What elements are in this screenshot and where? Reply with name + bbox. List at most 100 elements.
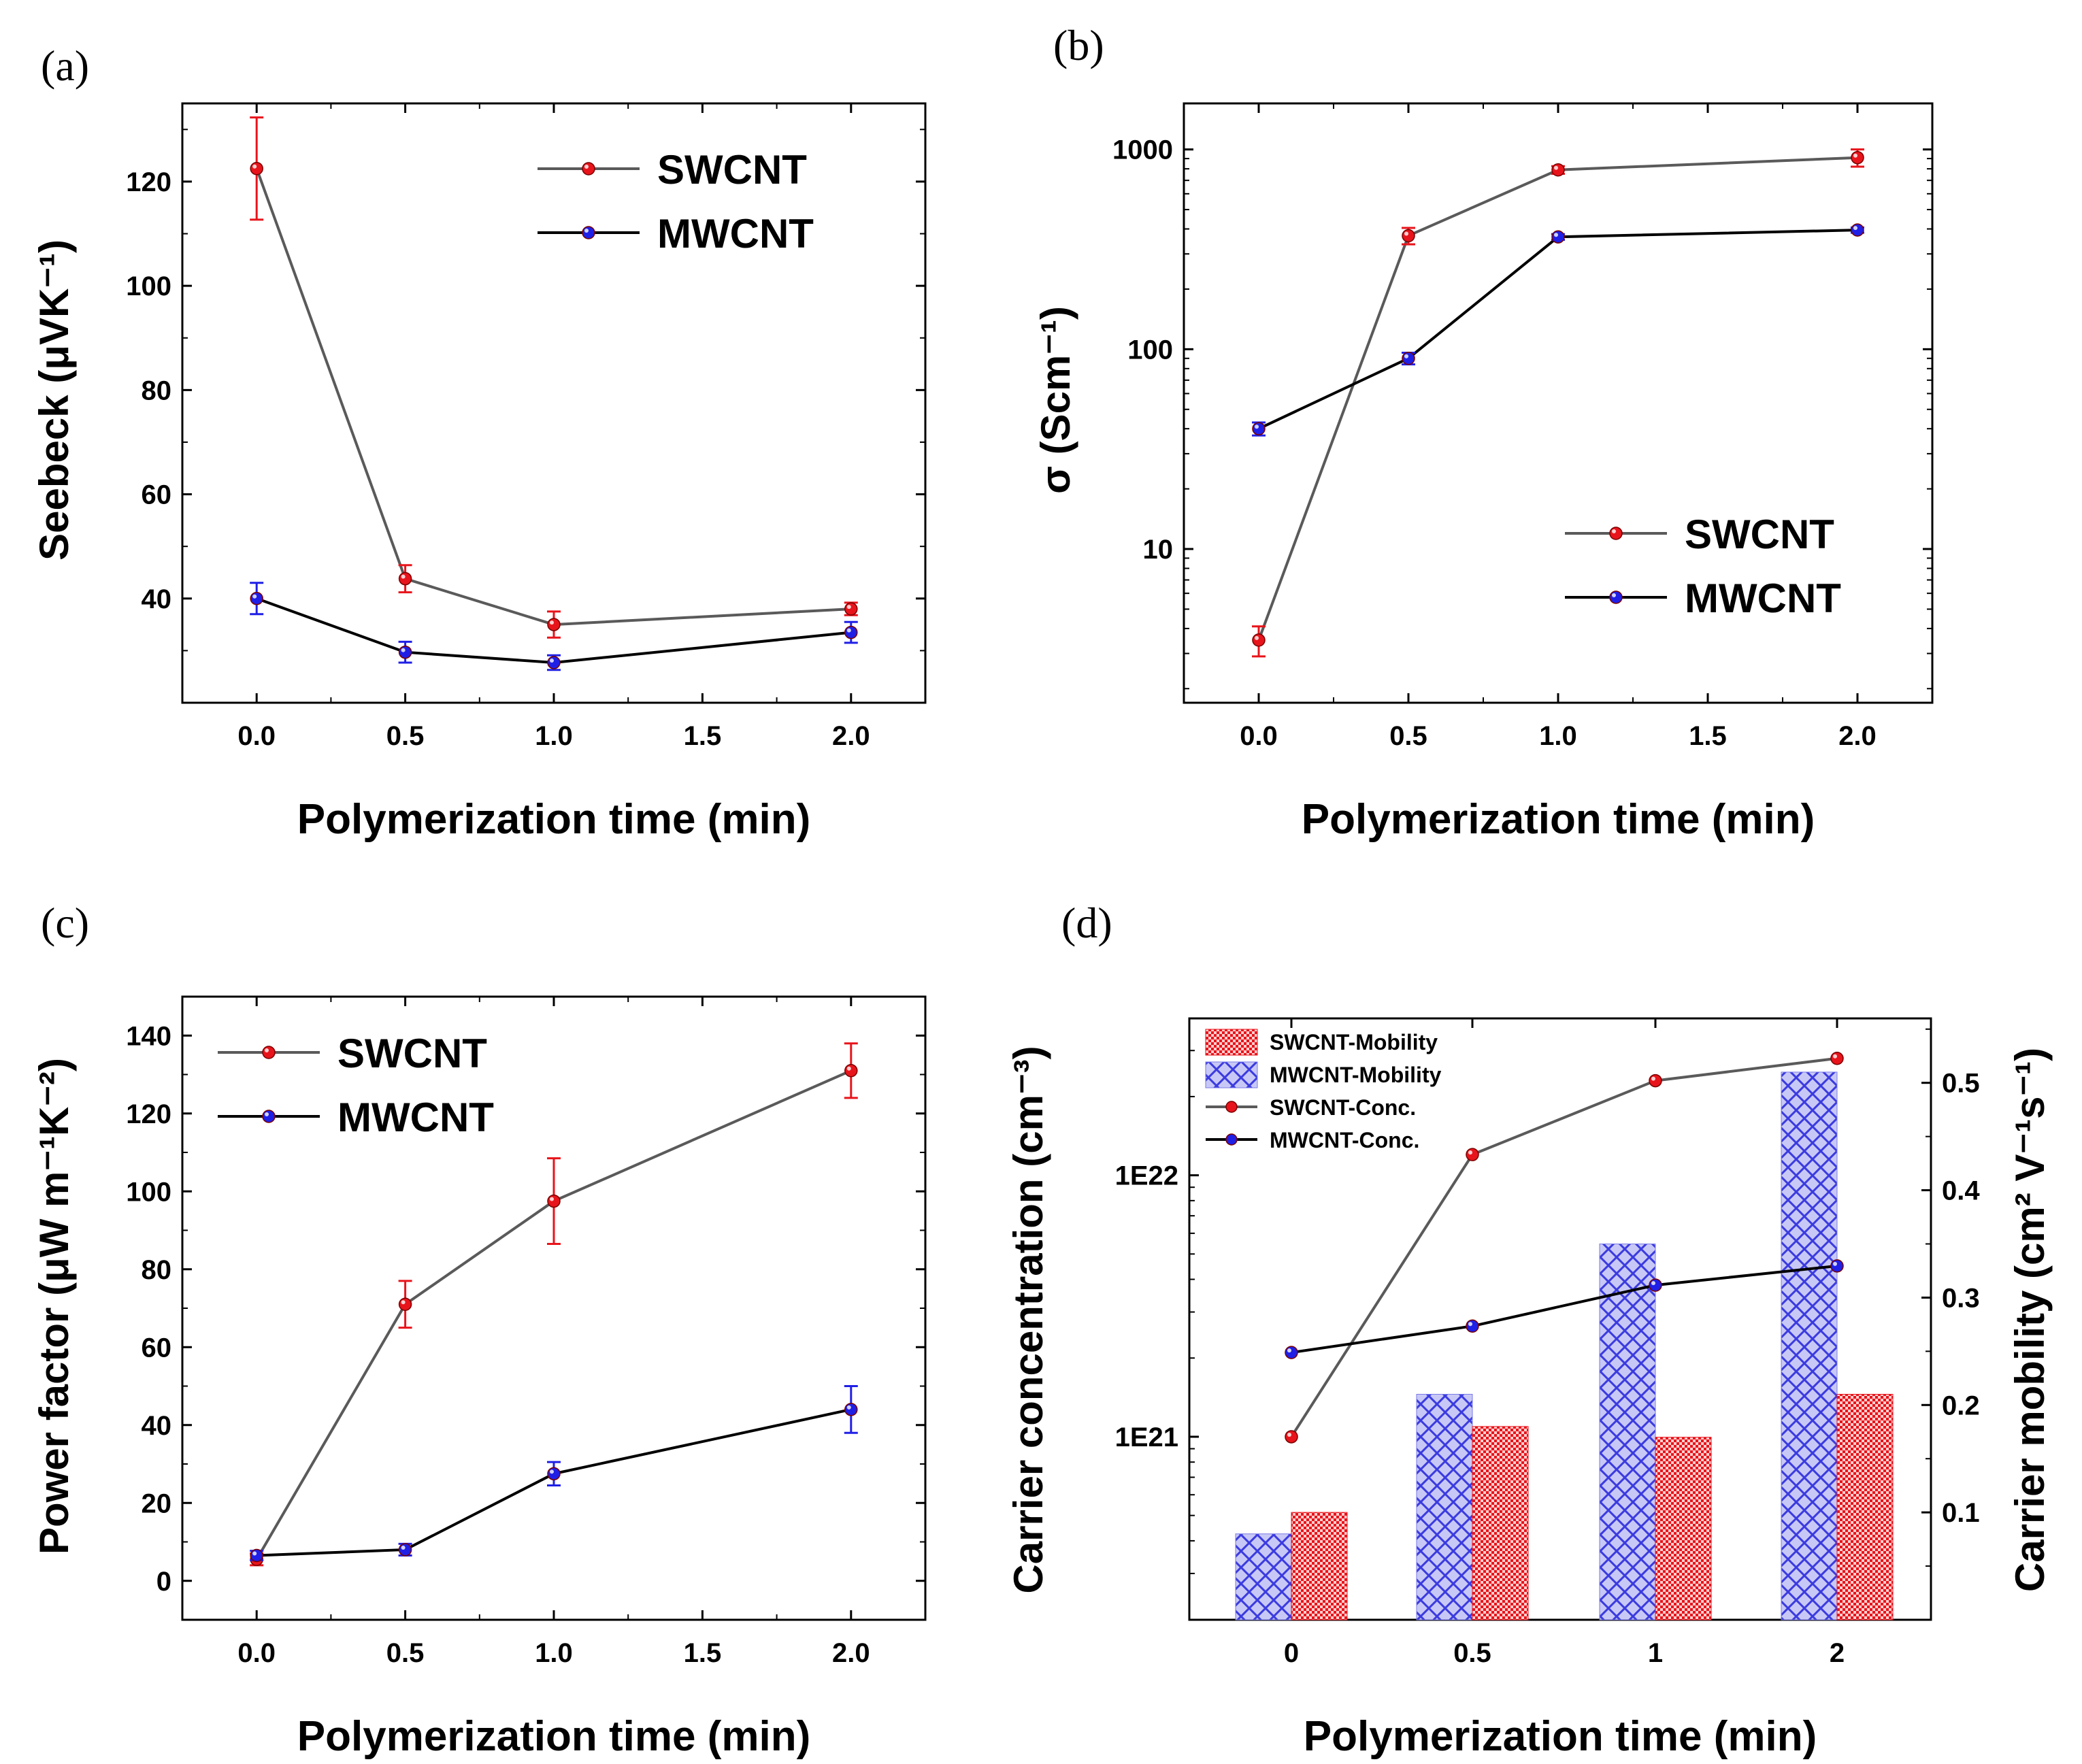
legend-marker-swcnt: [1609, 527, 1623, 540]
legend-label-swcnt: SWCNT: [1685, 512, 1834, 557]
x-tick-label: 0.5: [1389, 721, 1427, 751]
y-tick-label: 1E21: [1115, 1422, 1178, 1452]
legend-marker-mwcnt: [582, 226, 595, 239]
series-line-swcnt: [255, 1069, 852, 1561]
data-point-swcnt: [398, 571, 412, 586]
series-line-swcnt: [255, 168, 851, 627]
data-point-swcnt-conc.: [1649, 1074, 1662, 1088]
data-point-swcnt-conc.-highlight: [1833, 1054, 1837, 1059]
data-point-swcnt-highlight: [550, 1197, 554, 1201]
y2-tick-label: 0.5: [1942, 1069, 1980, 1099]
y-tick-label: 100: [126, 271, 171, 301]
data-point-swcnt: [1252, 633, 1266, 647]
y2-tick-label: 0.3: [1942, 1283, 1980, 1313]
y-tick-label: 100: [1127, 335, 1173, 365]
bar-swcnt-mobility: [1655, 1437, 1712, 1620]
data-point-swcnt-conc.-highlight: [1651, 1076, 1655, 1081]
bar-mwcnt-mobility: [1599, 1244, 1656, 1620]
legend-label-swcnt: SWCNT: [657, 147, 807, 193]
chart-conductivity: (b) Polymerization time (min) σ (Scm⁻¹) 0.0…: [1033, 21, 1934, 843]
data-point-mwcnt: [250, 592, 263, 605]
x-tick-label: 2.0: [832, 1638, 870, 1668]
legend-label: SWCNT-Mobility: [1270, 1030, 1438, 1054]
data-point-swcnt: [844, 1064, 858, 1078]
x-axis-title: Polymerization time (min): [1304, 1713, 1817, 1760]
legend-marker: [1225, 1133, 1238, 1146]
y2-tick-label: 0.2: [1942, 1391, 1980, 1420]
x-tick-label: 0: [1284, 1638, 1299, 1668]
data-point-swcnt: [1402, 229, 1415, 243]
legend-marker-mwcnt-highlight: [265, 1112, 269, 1116]
bar-swcnt-mobility: [1291, 1512, 1348, 1620]
bar-swcnt-mobility: [1836, 1394, 1894, 1620]
x-tick-label: 1: [1648, 1638, 1663, 1668]
x-axis-title: Polymerization time (min): [1302, 796, 1815, 843]
data-point-mwcnt-highlight: [846, 1405, 851, 1410]
x-tick-label: 0.0: [1240, 721, 1278, 751]
series-line-mwcnt-conc.: [1291, 1264, 1838, 1354]
data-point-mwcnt: [1851, 223, 1864, 237]
legend-swatch: [1205, 1029, 1258, 1056]
data-point-mwcnt-conc.: [1285, 1346, 1298, 1359]
y-axis-title: Carrier concentration (cm⁻³): [1006, 1046, 1051, 1593]
x-tick-label: 0.5: [386, 721, 425, 751]
x-tick-label: 1.5: [1689, 721, 1727, 751]
y-axis-title: σ (Scm⁻¹): [1033, 306, 1078, 494]
data-point-mwcnt: [1402, 352, 1415, 365]
bar-mwcnt-mobility: [1235, 1533, 1292, 1620]
y-tick-label: 140: [126, 1021, 171, 1051]
y-tick-label: 20: [142, 1488, 172, 1518]
data-point-mwcnt-conc.-highlight: [1833, 1261, 1837, 1266]
data-point-mwcnt: [844, 625, 858, 639]
y-axis-title: Power factor (μW m⁻¹K⁻²): [31, 1058, 77, 1554]
data-point-mwcnt-highlight: [1853, 226, 1857, 231]
data-point-swcnt-highlight: [252, 164, 257, 169]
data-point-swcnt-highlight: [1255, 635, 1259, 640]
legend-swatch: [1205, 1061, 1258, 1088]
y-tick-label: 80: [142, 1255, 172, 1285]
chart-carrier: (d) Polymerization time (min) Carrier conc…: [1006, 899, 2053, 1760]
legend-label-mwcnt: MWCNT: [1685, 576, 1841, 621]
y2-axis-title: Carrier mobility (cm² V⁻¹s⁻¹): [2007, 1048, 2053, 1592]
series-line-swcnt-conc.: [1290, 1056, 1838, 1438]
series-line-mwcnt: [1258, 229, 1858, 431]
bar-mwcnt-mobility: [1781, 1071, 1838, 1620]
data-point-mwcnt-highlight: [252, 594, 257, 599]
panel-label: (c): [41, 899, 89, 947]
data-point-swcnt-highlight: [550, 620, 554, 625]
legend-label: SWCNT-Conc.: [1270, 1095, 1416, 1120]
data-point-swcnt: [1851, 150, 1864, 165]
data-point-mwcnt-highlight: [1255, 425, 1259, 429]
y-tick-label: 10: [1143, 535, 1174, 565]
data-point-mwcnt-highlight: [252, 1551, 257, 1556]
data-point-swcnt: [547, 1194, 561, 1208]
data-point-swcnt: [398, 1297, 412, 1312]
data-point-swcnt-conc.-highlight: [1287, 1432, 1291, 1437]
x-axis-title: Polymerization time (min): [297, 796, 810, 843]
x-tick-label: 1.5: [684, 721, 722, 751]
legend-marker: [1225, 1101, 1238, 1113]
chart-power-factor: (c) Polymerization time (min) Power factor…: [31, 899, 927, 1760]
data-point-mwcnt: [398, 1543, 412, 1557]
legend-marker-mwcnt-highlight: [584, 229, 589, 233]
data-point-mwcnt: [547, 656, 561, 669]
data-point-mwcnt: [1252, 422, 1266, 435]
y-tick-label: 1000: [1112, 135, 1173, 165]
legend-label-swcnt: SWCNT: [337, 1031, 487, 1076]
data-point-mwcnt: [398, 645, 412, 659]
legend-marker-mwcnt-highlight: [1612, 593, 1616, 597]
data-point-mwcnt-highlight: [846, 628, 851, 633]
y-tick-label: 60: [142, 1333, 172, 1363]
data-point-swcnt-highlight: [846, 1066, 851, 1071]
y-axis-title: Seebeck (μVK⁻¹): [31, 239, 77, 561]
y2-tick-label: 0.4: [1942, 1176, 1980, 1206]
data-point-swcnt-highlight: [846, 605, 851, 610]
data-point-mwcnt-conc.: [1466, 1319, 1479, 1333]
data-point-mwcnt-highlight: [1554, 233, 1558, 237]
data-point-swcnt-conc.: [1285, 1430, 1298, 1444]
data-point-swcnt: [1551, 163, 1565, 177]
data-point-swcnt-highlight: [401, 574, 406, 579]
legend-marker-mwcnt: [262, 1110, 276, 1123]
data-point-mwcnt-conc.-highlight: [1468, 1322, 1472, 1327]
